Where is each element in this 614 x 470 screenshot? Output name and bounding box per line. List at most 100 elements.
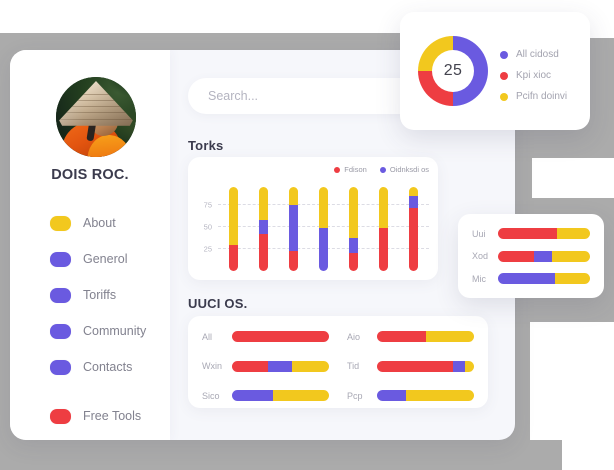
sidebar-item-label: Toriffs bbox=[83, 288, 117, 302]
legend-swatch-icon bbox=[379, 166, 386, 173]
horizontal-bar-segment bbox=[555, 273, 590, 284]
bar-column[interactable] bbox=[409, 187, 419, 271]
horizontal-bar-segment bbox=[552, 250, 590, 262]
horizontal-bar-row[interactable]: Xod bbox=[472, 250, 590, 263]
horizontal-bar-segment bbox=[406, 390, 474, 402]
sidebar-nav: About Generol Toriffs Community Contacts bbox=[10, 205, 170, 385]
bar-segment bbox=[349, 187, 359, 238]
bar-column[interactable] bbox=[228, 187, 238, 271]
sidebar-item-label: Contacts bbox=[83, 360, 133, 374]
sidebar-nav-footer: Free Tools bbox=[10, 398, 170, 434]
horizontal-bar-segment bbox=[465, 360, 474, 372]
bar-segment bbox=[258, 187, 268, 220]
legend-label: Oidnksdi os bbox=[389, 165, 429, 174]
sidebar-item-bullet-icon bbox=[50, 287, 71, 303]
sidebar-item-generol[interactable]: Generol bbox=[10, 241, 170, 277]
torks-bar-chart-panel: Fdison Oidnksdi os 25 50 75 bbox=[188, 157, 438, 280]
bar-segment bbox=[409, 187, 419, 197]
sidebar-item-about[interactable]: About bbox=[10, 205, 170, 241]
background-white-top-left bbox=[0, 0, 390, 33]
sidebar-item-contacts[interactable]: Contacts bbox=[10, 349, 170, 385]
y-axis-tick-label: 25 bbox=[203, 244, 212, 254]
horizontal-bar-segment bbox=[292, 360, 329, 372]
horizontal-bar-label: Mic bbox=[472, 273, 486, 284]
horizontal-bar-segment bbox=[377, 360, 453, 372]
bar-segment bbox=[228, 187, 238, 245]
section-title-torks: Torks bbox=[188, 138, 224, 153]
y-axis-tick-label: 50 bbox=[203, 222, 212, 232]
horizontal-bar-segment bbox=[425, 331, 474, 342]
horizontal-bar-row[interactable]: Pcp bbox=[347, 389, 474, 402]
sidebar-item-label: Free Tools bbox=[83, 409, 142, 423]
horizontal-bar-track bbox=[232, 331, 329, 342]
bar-column[interactable] bbox=[319, 187, 328, 271]
sidebar-item-toriffs[interactable]: Toriffs bbox=[10, 277, 170, 313]
bar-segment bbox=[379, 227, 389, 271]
horizontal-bar-row[interactable]: All bbox=[202, 330, 329, 343]
donut-legend-item: Pcifn doinvi bbox=[500, 86, 567, 107]
horizontal-bar-label: Xod bbox=[472, 251, 489, 261]
bar-segment bbox=[409, 196, 419, 208]
horizontal-bar-row[interactable]: Tid bbox=[347, 360, 474, 373]
horizontal-bar-segment bbox=[267, 360, 293, 372]
horizontal-bar-segment bbox=[452, 360, 466, 372]
bar-segment bbox=[288, 205, 298, 251]
horizontal-bar-label: Tid bbox=[347, 361, 360, 372]
horizontal-bar-segment bbox=[533, 250, 553, 262]
horizontal-bar-track bbox=[377, 390, 474, 402]
bar-segment bbox=[349, 253, 359, 271]
avatar bbox=[56, 77, 136, 157]
horizontal-bar-row[interactable]: Wxin bbox=[202, 360, 329, 373]
sidebar-item-label: Generol bbox=[83, 252, 128, 266]
background-white-notch-d bbox=[562, 440, 614, 470]
horizontal-bar-track bbox=[377, 360, 474, 372]
horizontal-bar-label: All bbox=[202, 331, 213, 342]
donut-legend-item: All cidosd bbox=[500, 44, 567, 65]
sidebar-item-label: Community bbox=[83, 324, 147, 338]
bar-segment bbox=[409, 207, 419, 271]
horizontal-bar-track bbox=[232, 360, 329, 372]
legend-item: Fdison bbox=[334, 165, 367, 174]
bar-column[interactable] bbox=[258, 187, 268, 271]
legend-swatch-icon bbox=[334, 166, 341, 173]
horizontal-bar-row[interactable]: Sico bbox=[202, 389, 329, 402]
horizontal-bar-row[interactable]: Mic bbox=[472, 272, 590, 285]
mini-bars-card: Uui Xod Mic bbox=[458, 214, 604, 298]
horizontal-bar-track bbox=[498, 250, 590, 262]
horizontal-bar-label: Sico bbox=[202, 390, 220, 401]
bar-segment bbox=[258, 234, 268, 271]
horizontal-bar-label: Aio bbox=[347, 331, 361, 342]
donut-legend: All cidosd Kpi xioc Pcifn doinvi bbox=[500, 44, 567, 107]
bar-segment bbox=[319, 187, 328, 228]
section-title-uuci: UUCI OS. bbox=[188, 296, 248, 311]
horizontal-bar-segment bbox=[272, 390, 329, 402]
sidebar-item-community[interactable]: Community bbox=[10, 313, 170, 349]
horizontal-bar-track bbox=[377, 331, 474, 342]
sidebar: DOIS ROC. About Generol Toriffs Community Co… bbox=[10, 50, 170, 440]
bar-column[interactable] bbox=[349, 187, 359, 271]
horizontal-bar-row[interactable]: Aio bbox=[347, 330, 474, 343]
horizontal-bar-segment bbox=[498, 250, 534, 262]
donut-legend-swatch-icon bbox=[500, 71, 508, 80]
horizontal-bar-segment bbox=[556, 228, 590, 239]
sidebar-item-bullet-icon bbox=[50, 323, 71, 339]
donut-center-value: 25 bbox=[443, 62, 463, 79]
horizontal-bar-label: Pcp bbox=[347, 390, 363, 401]
bar-segment bbox=[319, 227, 328, 271]
bar-column[interactable] bbox=[288, 187, 298, 271]
sidebar-item-free-tools[interactable]: Free Tools bbox=[10, 398, 170, 434]
bar-segment bbox=[288, 250, 298, 271]
legend-label: Fdison bbox=[344, 165, 367, 174]
donut-summary-card: 25 All cidosd Kpi xioc Pcifn doinvi bbox=[400, 12, 590, 130]
bar-column[interactable] bbox=[379, 187, 389, 271]
bar-chart-plot-area: 25 50 75 bbox=[204, 183, 429, 271]
horizontal-bar-track bbox=[232, 390, 329, 402]
bar-segment bbox=[288, 187, 298, 206]
background-white-notch-c bbox=[530, 322, 614, 440]
sidebar-footer-bullet-icon bbox=[50, 408, 71, 424]
horizontal-bar-row[interactable]: Uui bbox=[472, 227, 590, 240]
donut-legend-label: Pcifn doinvi bbox=[516, 91, 568, 102]
horizontal-bar-segment bbox=[377, 331, 426, 342]
uuci-bar-grid: All Aio Wxin Tid Sico Pcp bbox=[188, 316, 488, 408]
bar-chart-legend: Fdison Oidnksdi os bbox=[334, 165, 429, 174]
